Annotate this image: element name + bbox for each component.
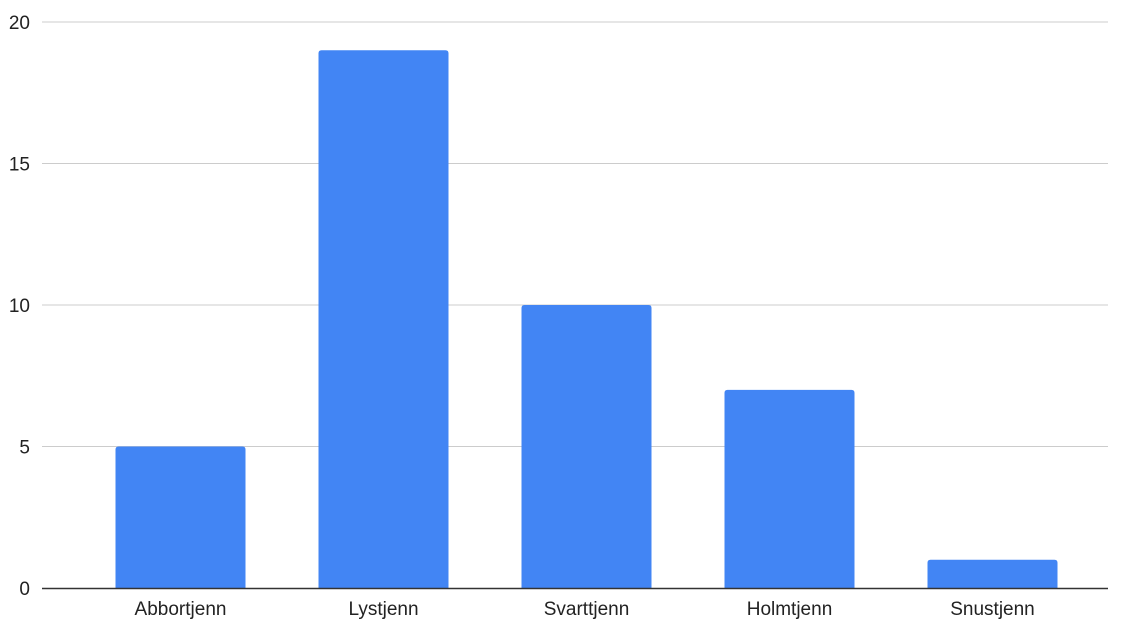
y-tick-label: 20 [9, 13, 30, 34]
bar-svarttjenn [521, 305, 652, 588]
bar-abbortjenn [115, 446, 246, 588]
bar-snustjenn [927, 559, 1058, 588]
y-tick-label: 0 [19, 579, 30, 600]
x-axis-ticks: Abbortjenn Lystjenn Svarttjenn Holmtjenn Snu… [135, 599, 1035, 620]
bar-holmtjenn [724, 389, 855, 588]
y-tick-label: 15 [9, 155, 30, 176]
y-tick-label: 10 [9, 296, 30, 317]
x-tick-label-lystjenn: Lystjenn [348, 599, 418, 620]
bar-lystjenn [318, 50, 449, 589]
bars [115, 50, 1058, 589]
x-tick-label-abbortjenn: Abbortjenn [135, 599, 227, 620]
x-tick-label-holmtjenn: Holmtjenn [747, 599, 833, 620]
x-tick-label-snustjenn: Snustjenn [950, 599, 1035, 620]
y-axis-ticks: 0 5 10 15 20 [9, 13, 30, 600]
y-tick-label: 5 [19, 438, 30, 459]
x-tick-label-svarttjenn: Svarttjenn [544, 599, 630, 620]
